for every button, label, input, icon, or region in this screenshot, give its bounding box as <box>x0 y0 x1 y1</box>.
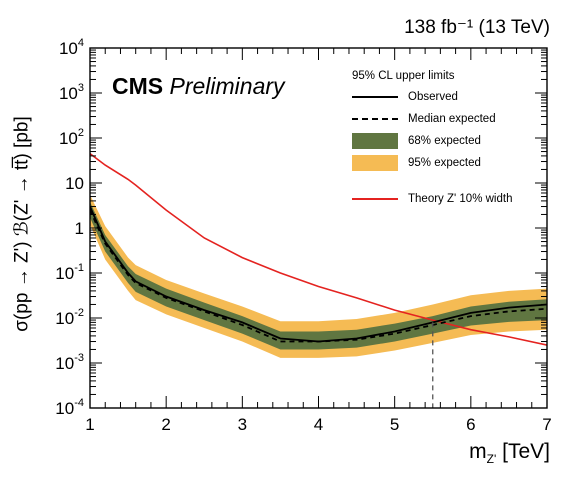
x-tick-label: 1 <box>85 415 94 434</box>
y-tick-label: 10-4 <box>55 397 84 418</box>
x-axis-label-unit: [TeV] <box>502 440 550 463</box>
experiment-status: Preliminary <box>169 73 285 99</box>
legend-item-observed: Observed <box>352 86 512 108</box>
x-tick-label: 3 <box>238 415 247 434</box>
y-tick-label: 103 <box>59 82 84 103</box>
x-tick-label: 6 <box>466 415 475 434</box>
y-tick-label: 10 <box>65 174 84 193</box>
experiment-label: CMS Preliminary <box>112 73 285 100</box>
legend-item-95-expected: 95% expected <box>352 152 512 174</box>
y-tick-label: 10-3 <box>55 352 84 373</box>
legend-label-theory: Theory Z' 10% width <box>408 193 513 205</box>
legend-label-95-expected: 95% expected <box>408 157 481 169</box>
band-68-expected <box>90 201 547 350</box>
legend-item-theory: Theory Z' 10% width <box>352 188 512 210</box>
luminosity-label: 138 fb⁻¹ (13 TeV) <box>404 17 550 38</box>
legend-swatch-theory <box>352 198 398 200</box>
legend-swatch-median-expected <box>352 118 398 120</box>
theory-line <box>90 152 547 346</box>
x-axis-label-sub: Z' <box>486 452 497 467</box>
legend-title: 95% CL upper limits <box>352 70 455 82</box>
x-tick-label: 7 <box>542 415 551 434</box>
experiment-name: CMS <box>112 73 164 99</box>
x-axis-label: mZ' [TeV] <box>469 440 550 466</box>
observed-line <box>90 206 547 343</box>
x-tick-label: 4 <box>314 415 323 434</box>
y-tick-label: 102 <box>59 127 84 148</box>
legend-label-median-expected: Median expected <box>408 113 496 125</box>
legend-swatch-95-expected <box>352 155 398 171</box>
x-axis-label-var: m <box>469 440 487 463</box>
legend: 95% CL upper limits Observed Median expe… <box>352 66 512 210</box>
y-tick-label: 1 <box>75 219 84 238</box>
legend-item-median-expected: Median expected <box>352 108 512 130</box>
y-axis-label: σ(pp → Z') ℬ(Z' → tt̅) [pb] <box>11 116 33 332</box>
y-tick-label: 10-2 <box>55 307 84 328</box>
legend-label-68-expected: 68% expected <box>408 135 481 147</box>
legend-label-observed: Observed <box>408 91 458 103</box>
legend-swatch-observed <box>352 96 398 98</box>
legend-swatch-68-expected <box>352 133 398 149</box>
x-tick-label: 5 <box>390 415 399 434</box>
x-tick-label: 2 <box>161 415 170 434</box>
y-tick-label: 10-1 <box>55 262 84 283</box>
legend-item-68-expected: 68% expected <box>352 130 512 152</box>
y-tick-label: 104 <box>59 37 84 58</box>
